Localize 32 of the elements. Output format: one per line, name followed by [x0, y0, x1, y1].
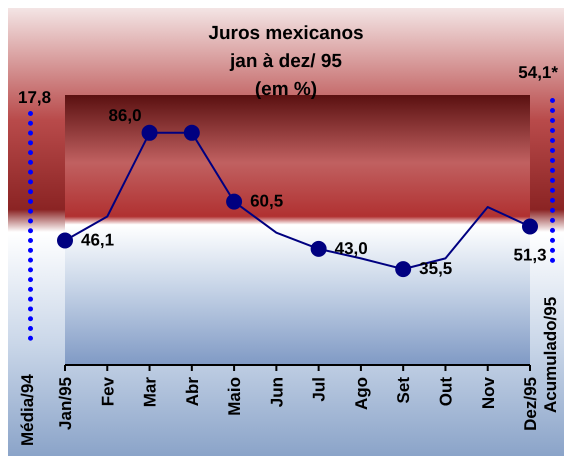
chart-subtitle: jan à dez/ 95 — [230, 51, 342, 72]
point — [522, 218, 538, 234]
data-label: 46,1 — [81, 230, 114, 250]
x-tick-label: Maio — [225, 377, 244, 416]
text: Acumulado/95 — [541, 296, 561, 413]
x-tick-label: Jan/95 — [56, 377, 76, 430]
data-label: 60,5 — [250, 192, 284, 211]
x-tick-label: Dez/95 — [521, 377, 540, 431]
x-tick-label: Set — [394, 376, 414, 404]
text: 17,8 — [18, 88, 52, 108]
data-label: 86,0 — [108, 106, 142, 125]
text: Média/94 — [18, 374, 38, 446]
point — [310, 240, 327, 257]
x-tick-label: Out — [436, 376, 456, 406]
x-tick-label: Jul — [310, 377, 329, 402]
point — [395, 261, 412, 278]
text: 54,1* — [518, 63, 558, 83]
x-tick-label: Fev — [98, 376, 118, 406]
point — [226, 194, 242, 210]
x-tick-label: Jun — [267, 377, 286, 408]
point — [57, 232, 73, 249]
y-axis-title: (em %) — [254, 79, 318, 100]
x-tick-label: Abr — [182, 376, 202, 406]
chart-title: Juros mexicanos — [207, 22, 365, 46]
point — [142, 124, 158, 141]
data-label: 51,3 — [513, 245, 547, 264]
x-tick-label: Nov — [478, 376, 498, 410]
x-tick-label: Mar — [140, 376, 160, 408]
point — [184, 124, 200, 141]
data-label: 43,0 — [334, 238, 368, 258]
x-tick-label: Ago — [352, 377, 371, 410]
data-label: 35,5 — [419, 259, 452, 278]
